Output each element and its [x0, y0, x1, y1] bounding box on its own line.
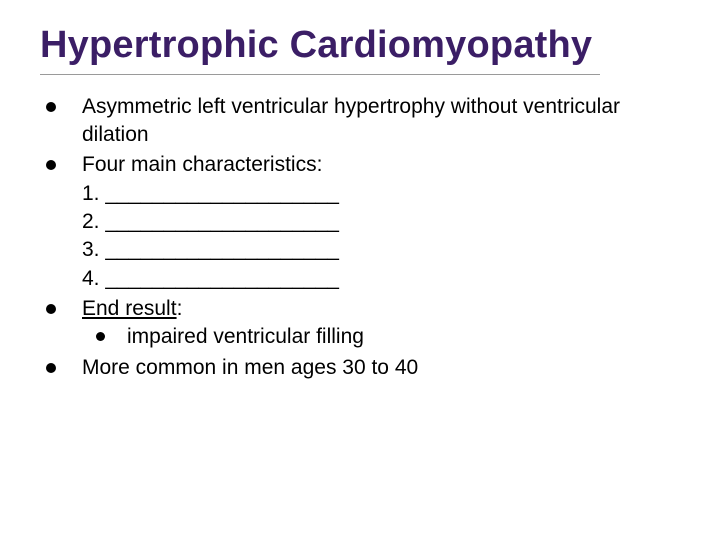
slide-title: Hypertrophic Cardiomyopathy	[40, 24, 680, 68]
numbered-item: 3. ____________________	[82, 236, 680, 264]
sub-bullet-list: impaired ventricular filling	[90, 323, 680, 351]
bullet-content: Four main characteristics: 1. __________…	[82, 151, 680, 293]
list-item: Asymmetric left ventricular hypertrophy …	[40, 93, 680, 150]
bullet-icon	[96, 332, 105, 341]
title-rule	[40, 74, 600, 75]
bullet-lead-underline: End result	[82, 297, 177, 320]
bullet-lead: Four main characteristics:	[82, 151, 680, 179]
bullet-text: Asymmetric left ventricular hypertrophy …	[82, 93, 680, 150]
sub-bullet-text: impaired ventricular filling	[127, 323, 364, 351]
bullet-colon: :	[177, 297, 183, 320]
bullet-content: End result: impaired ventricular filling	[82, 295, 680, 352]
bullet-text: More common in men ages 30 to 40	[82, 354, 680, 382]
numbered-list: 1. ____________________ 2. _____________…	[82, 180, 680, 293]
sub-list-item: impaired ventricular filling	[90, 323, 680, 351]
numbered-item: 4. ____________________	[82, 265, 680, 293]
bullet-list: Asymmetric left ventricular hypertrophy …	[40, 93, 680, 382]
slide: Hypertrophic Cardiomyopathy Asymmetric l…	[0, 0, 720, 540]
bullet-icon	[46, 304, 56, 314]
bullet-icon	[46, 102, 56, 112]
bullet-icon	[46, 363, 56, 373]
list-item: Four main characteristics: 1. __________…	[40, 151, 680, 293]
numbered-item: 1. ____________________	[82, 180, 680, 208]
slide-body: Asymmetric left ventricular hypertrophy …	[40, 93, 680, 382]
bullet-icon	[46, 160, 56, 170]
numbered-item: 2. ____________________	[82, 208, 680, 236]
list-item: End result: impaired ventricular filling	[40, 295, 680, 352]
list-item: More common in men ages 30 to 40	[40, 354, 680, 382]
